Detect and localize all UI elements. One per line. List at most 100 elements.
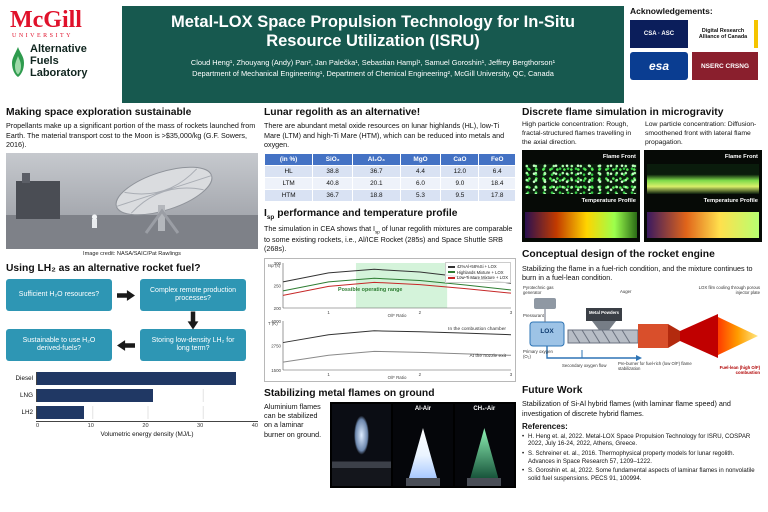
svg-text:Isp (s): Isp (s): [268, 263, 281, 268]
references-list: H. Heng et. al, 2022. Metal-LOX Space Pr…: [522, 433, 762, 483]
col-header: MgO: [399, 152, 442, 166]
flow-box-water-resources: Sufficient H₂O resources?: [6, 279, 112, 312]
image-credit-caption: Image credit: NASA/SAIC/Pat Rawlings: [83, 250, 181, 257]
left-column: Making space exploration sustainable Pro…: [6, 107, 258, 509]
reference-item: S. Goroshin et. al, 2022. Some fundament…: [522, 467, 762, 482]
legend-chip: [447, 265, 455, 268]
heading-future-work: Future Work: [522, 385, 583, 397]
burner-photo: [332, 403, 392, 486]
authors-line: Cloud Heng¹, Zhouyang (Andy) Pan², Jan P…: [190, 57, 556, 67]
label-secondary-oxygen: Secondary oxygen flow: [562, 363, 607, 369]
arrow-left-icon: [117, 339, 135, 351]
legend-chip: [447, 271, 455, 274]
low-concentration-text: Low particle concentration: Diffusion-sm…: [645, 121, 757, 146]
svg-text:1: 1: [327, 310, 330, 315]
cell: HTM: [263, 188, 314, 202]
bar-lh2: [37, 406, 84, 420]
heading-lh2: Using LH₂ as an alternative rocket fuel?: [6, 262, 201, 274]
bar-label: LH2: [21, 409, 33, 417]
simulation-images: Flame Front Temperature Profile Flame Fr…: [522, 150, 762, 243]
affiliations-line: Department of Mechanical Engineering¹, D…: [192, 68, 554, 78]
engine-schematic: [529, 298, 758, 362]
right-column: Discrete flame simulation in microgravit…: [522, 107, 762, 509]
svg-text:250: 250: [274, 283, 282, 288]
svg-text:O/F Ratio: O/F Ratio: [388, 313, 407, 318]
isp-rest: performance and temperature profile: [274, 207, 458, 219]
reference-item: S. Schreiner et. al., 2016. Thermophysic…: [522, 450, 762, 465]
svg-text:3: 3: [510, 372, 513, 377]
bar-label: LNG: [20, 392, 33, 400]
nasa-lunar-dish-image: [6, 152, 258, 249]
col-header: Al₂O₃: [352, 152, 401, 166]
label-auger: Auger: [620, 289, 632, 295]
flame-icon: [12, 46, 24, 77]
tick: 10: [87, 423, 94, 430]
svg-text:2: 2: [419, 372, 422, 377]
afl-lab-logo: Alternative Fuels Laboratory: [10, 43, 114, 80]
col-header: FeO: [478, 152, 516, 166]
heading-discrete: Discrete flame simulation in microgravit…: [522, 107, 724, 118]
legend-item: Highlands Mixture + LOX: [447, 270, 508, 276]
bar-track: [36, 389, 258, 403]
regolith-body: There are abundant metal oxide resources…: [264, 121, 505, 149]
svg-text:2: 2: [419, 310, 422, 315]
svg-text:1: 1: [327, 372, 330, 377]
csa-logo: CSA · ASC: [630, 20, 688, 48]
esa-logo: esa: [630, 52, 688, 80]
cell: 36.7: [312, 188, 354, 202]
esa-logo-text: esa: [648, 59, 670, 73]
cell: 6.4: [478, 164, 516, 178]
future-work-body: Stabilization of Si-Al hybrid flames (wi…: [522, 399, 731, 418]
heading-engine: Conceptual design of the rocket engine: [522, 249, 715, 261]
afl-line3: Laboratory: [30, 66, 88, 79]
flame-front-label: Flame Front: [602, 154, 636, 161]
bar-row-diesel: Diesel: [6, 370, 258, 387]
label-lox: LOX: [540, 328, 554, 336]
reference-item: H. Heng et. al, 2022. Metal-LOX Space Pr…: [522, 433, 762, 448]
sponsor-logos: CSA · ASC Digital Research Alliance of C…: [630, 20, 762, 80]
tick: 0: [36, 423, 40, 430]
bar-row-lng: LNG: [6, 387, 258, 404]
table-row: HTM 36.7 18.8 5.3 9.5 17.8: [263, 188, 516, 202]
x-axis-ticks: 0 10 20 30 40: [36, 421, 258, 429]
flame-front-image: [525, 164, 637, 195]
tick: 20: [142, 423, 149, 430]
nserc-logo: NSERC CRSNG: [692, 52, 758, 80]
operating-range-annotation: Possible operating range: [338, 286, 403, 293]
cell: 4.4: [399, 164, 442, 178]
al-air-flame-photo: Al-Air: [393, 403, 453, 486]
chart-legend: 42%Al+58%Si + LOX Highlands Mixture + LO…: [444, 261, 511, 284]
isp-sub: sp: [266, 214, 275, 222]
burner-base: [405, 477, 440, 486]
cell: 9.5: [440, 188, 480, 202]
cell: 20.1: [352, 176, 401, 190]
x-axis: 0 10 20 30 40: [6, 421, 258, 429]
label-lox-film: LOX film cooling through porous injector…: [698, 285, 760, 296]
label-primary-oxygen: Primary oxygen (O₂): [523, 349, 553, 360]
afl-line1: Alternative: [30, 43, 87, 55]
cell: 9.0: [440, 176, 480, 190]
svg-text:4000: 4000: [271, 318, 281, 323]
cell: 17.8: [478, 188, 516, 202]
table-header-row: (in %) SiO₂ Al₂O₃ MgO CaO FeO: [263, 152, 516, 166]
col-header: SiO₂: [312, 152, 354, 166]
cell: 5.3: [399, 188, 442, 202]
label-pyrotechnic: Pyrotechnic gas generator: [523, 285, 554, 296]
isp-plot-wrap: 200 250 300 1 2 3 O/F Ratio Isp (s) 42%Al+58%Si…: [266, 260, 514, 318]
afl-lab-name: Alternative Fuels Laboratory: [30, 43, 88, 80]
legend-chip: [447, 277, 455, 280]
heading-sustainable: Making space exploration sustainable: [6, 107, 192, 118]
ch4-air-flame-photo: CH₄-Air: [454, 403, 514, 486]
discrete-text-columns: High particle concentration: Rough, frac…: [522, 121, 762, 147]
al-air-label: Al-Air: [414, 405, 432, 412]
arrow-right-icon: [117, 289, 135, 301]
legend-label: Low-Ti Mare Mixture + LOX: [456, 275, 508, 281]
temp-plot-wrap: 1500 2750 4000 1 2 3 O/F Ratio T (K) In the com…: [266, 318, 514, 379]
svg-text:300: 300: [274, 260, 282, 265]
flame-front-label: Flame Front: [724, 154, 758, 161]
cell: 36.7: [352, 164, 401, 178]
csa-logo-text: CSA · ASC: [643, 31, 675, 37]
tick: 40: [251, 423, 258, 430]
bar-track: [36, 372, 258, 386]
alliance-logo-text: Digital Research Alliance of Canada: [698, 28, 748, 40]
